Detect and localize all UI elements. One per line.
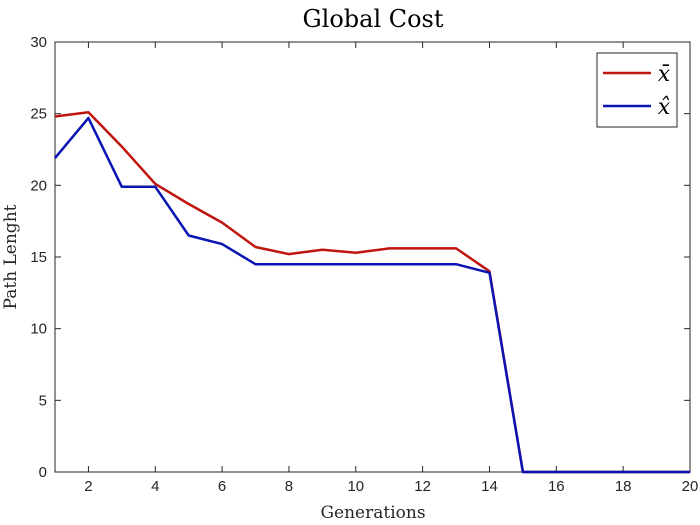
x-tick-label: 18 (615, 478, 632, 495)
x-tick-label: 16 (548, 478, 565, 495)
x-axis-label: Generations (320, 503, 425, 523)
legend-box (596, 52, 678, 128)
legend-entry-x-hat: x̂ (658, 95, 671, 120)
x-tick-label: 12 (414, 478, 431, 495)
y-tick-label: 30 (30, 34, 47, 51)
x-tick-label: 2 (84, 478, 92, 495)
y-tick-label: 20 (30, 177, 47, 194)
x-tick-label: 14 (481, 478, 498, 495)
x-tick-label: 10 (347, 478, 364, 495)
chart-title: Global Cost (302, 5, 443, 33)
legend: x̄ x̂ (596, 52, 678, 128)
series-x-hat-line (54, 116, 690, 474)
x-tick-label: 6 (218, 478, 226, 495)
y-axis-label: Path Lenght (1, 204, 21, 309)
y-tick-label: 25 (30, 106, 47, 123)
y-tick-label: 0 (39, 464, 47, 481)
y-tick-label: 15 (30, 249, 47, 266)
plot-area (54, 41, 691, 473)
x-tick-label: 20 (682, 478, 699, 495)
x-axis-ticks: 2 4 6 8 10 12 14 16 18 20 (84, 42, 698, 495)
y-axis-ticks: 0 5 10 15 20 25 30 (30, 34, 690, 481)
legend-entry-x-bar: x̄ (658, 62, 671, 87)
x-tick-label: 8 (285, 478, 293, 495)
y-tick-label: 10 (30, 321, 47, 338)
series-layer (54, 110, 690, 474)
y-tick-label: 5 (39, 392, 47, 409)
x-tick-label: 4 (151, 478, 159, 495)
